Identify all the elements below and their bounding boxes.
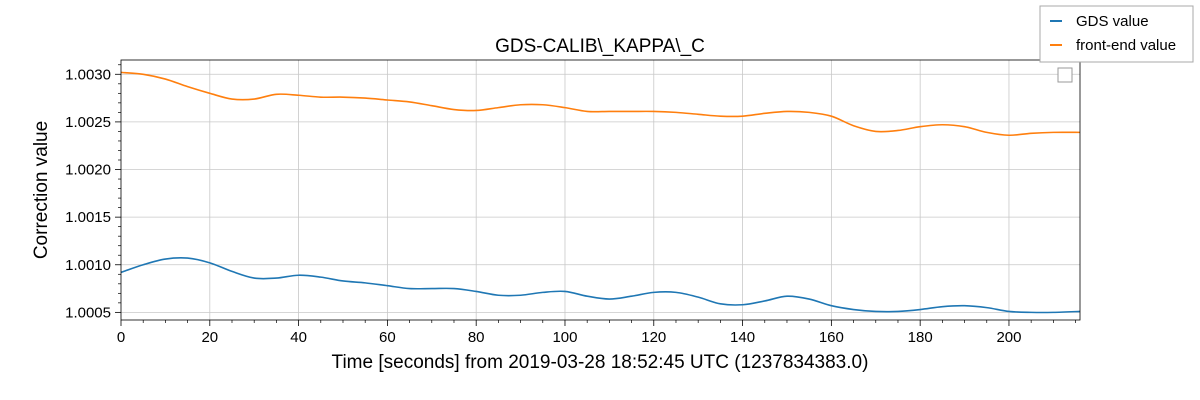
x-tick-label: 20 bbox=[201, 329, 218, 346]
x-tick-label: 80 bbox=[468, 329, 485, 346]
legend-label-front-end: front-end value bbox=[1076, 37, 1176, 54]
y-tick-label: 1.0030 bbox=[65, 66, 111, 83]
y-tick-label: 1.0020 bbox=[65, 162, 111, 179]
x-tick-label: 140 bbox=[730, 329, 755, 346]
grid-lines bbox=[121, 60, 1080, 320]
plot-frame bbox=[120, 59, 1081, 321]
x-tick-label: 100 bbox=[552, 329, 577, 346]
y-tick-label: 1.0015 bbox=[65, 209, 111, 226]
series-line-front-end bbox=[120, 71, 1081, 137]
x-axis-label: Time [seconds] from 2019-03-28 18:52:45 … bbox=[332, 352, 869, 373]
series-lines bbox=[120, 71, 1081, 314]
chart-title: GDS-CALIB\_KAPPA\_C bbox=[495, 36, 705, 57]
legend-frame bbox=[1039, 5, 1194, 63]
x-tick-label: 0 bbox=[117, 329, 125, 346]
x-tick-label: 60 bbox=[379, 329, 396, 346]
x-tick-label: 200 bbox=[996, 329, 1021, 346]
legend: GDS value front-end value bbox=[1039, 5, 1194, 63]
x-tick-label: 180 bbox=[908, 329, 933, 346]
y-tick-label: 1.0005 bbox=[65, 304, 111, 321]
axis-ticks: 0 20 40 60 80 100 120 140 160 180 200 1.0005 1.0010 1… bbox=[65, 64, 1076, 346]
empty-legend-box bbox=[1057, 67, 1073, 83]
x-tick-label: 40 bbox=[290, 329, 307, 346]
y-tick-label: 1.0025 bbox=[65, 114, 111, 131]
x-tick-label: 160 bbox=[819, 329, 844, 346]
x-tick-label: 120 bbox=[641, 329, 666, 346]
series-line-gds bbox=[120, 257, 1081, 314]
y-tick-label: 1.0010 bbox=[65, 257, 111, 274]
legend-label-gds: GDS value bbox=[1076, 13, 1149, 30]
y-axis-label: Correction value bbox=[31, 121, 52, 259]
